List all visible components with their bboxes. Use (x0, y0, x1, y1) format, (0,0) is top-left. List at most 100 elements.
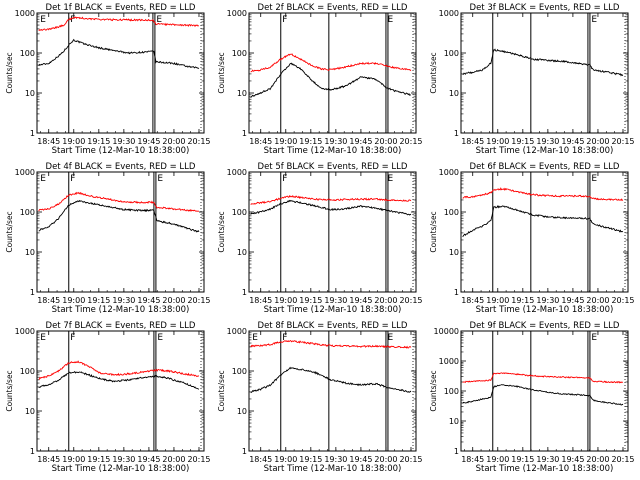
y-tick-label: 1 (242, 447, 247, 456)
segment-marker: E (387, 333, 393, 343)
chart-title: Det 4f BLACK = Events, RED = LLD (46, 162, 196, 172)
y-tick-label: 10 (25, 407, 35, 416)
segment-marker: E (387, 174, 393, 184)
x-tick-label: 20:15 (399, 455, 422, 464)
x-tick-label: 18:45 (249, 137, 272, 146)
segment-marker: E (591, 333, 597, 343)
x-tick-label: 19:30 (324, 296, 347, 305)
y-axis-label: Counts/sec (217, 211, 226, 252)
x-tick-label: 18:45 (461, 296, 484, 305)
y-axis-label: Counts/sec (429, 211, 438, 252)
y-tick-label: 1 (454, 288, 459, 297)
y-tick-label: 10 (449, 248, 459, 257)
y-tick-label: 100 (232, 208, 247, 217)
lld-series-line (250, 194, 412, 205)
y-tick-label: 1000 (439, 9, 459, 18)
events-series-line (462, 48, 624, 77)
plot-frame (36, 330, 205, 452)
x-tick-label: 19:00 (62, 137, 85, 146)
chart-title: Det 9f BLACK = Events, RED = LLD (470, 321, 620, 331)
chart-title: Det 7f BLACK = Events, RED = LLD (46, 321, 196, 331)
x-tick-label: 20:15 (187, 296, 210, 305)
x-tick-label: 19:15 (299, 137, 322, 146)
x-tick-label: 19:45 (349, 296, 372, 305)
x-tick-label: 19:00 (486, 137, 509, 146)
segment-marker: E (591, 15, 597, 25)
x-tick-label: 20:00 (162, 296, 185, 305)
x-tick-label: 19:30 (112, 455, 135, 464)
segment-marker: E (156, 15, 162, 25)
y-tick-label: 1000 (227, 327, 247, 336)
y-tick-label: 1 (242, 129, 247, 138)
y-tick-label: 1000 (227, 168, 247, 177)
x-tick-label: 20:15 (611, 137, 634, 146)
plot-frame (460, 171, 629, 293)
plot-frame (460, 12, 629, 134)
y-tick-label: 10 (237, 407, 247, 416)
y-tick-label: 10 (25, 248, 35, 257)
x-axis-label: Start Time (12-Mar-10 18:38:00) (264, 146, 402, 156)
x-tick-label: 19:15 (511, 455, 534, 464)
y-tick-label: 1 (30, 288, 35, 297)
segment-marker: E (591, 174, 597, 184)
lld-series-line (250, 53, 412, 73)
x-tick-label: 18:45 (37, 455, 60, 464)
segment-marker: F (70, 174, 75, 184)
y-axis-label: Counts/sec (429, 370, 438, 411)
events-series-line (250, 199, 412, 216)
events-series-line (462, 384, 624, 406)
lld-series-line (38, 16, 199, 32)
x-axis-label: Start Time (12-Mar-10 18:38:00) (476, 146, 614, 156)
x-tick-label: 19:15 (87, 137, 110, 146)
segment-marker: E (40, 174, 46, 184)
segment-marker: F (282, 174, 287, 184)
y-tick-label: 100 (20, 208, 35, 217)
x-tick-label: 20:00 (162, 455, 185, 464)
segment-marker: F (282, 15, 287, 25)
y-tick-label: 1000 (439, 168, 459, 177)
y-tick-label: 1 (30, 129, 35, 138)
x-tick-label: 20:00 (374, 296, 397, 305)
y-tick-label: 1 (30, 447, 35, 456)
lld-series-line (462, 372, 624, 384)
segment-marker: E (387, 15, 393, 25)
segment-marker: E (157, 333, 163, 343)
chart-title: Det 5f BLACK = Events, RED = LLD (258, 162, 408, 172)
y-tick-label: 1000 (439, 357, 459, 366)
lld-series-line (38, 360, 200, 380)
x-tick-label: 20:00 (586, 296, 609, 305)
x-tick-label: 19:15 (299, 455, 322, 464)
x-tick-label: 18:45 (37, 137, 60, 146)
y-tick-label: 1000 (15, 327, 35, 336)
plot-frame (36, 12, 205, 134)
events-series-line (462, 205, 624, 238)
x-tick-label: 19:15 (511, 296, 534, 305)
x-tick-label: 20:15 (187, 455, 210, 464)
plot-frame (36, 171, 205, 293)
x-tick-label: 19:30 (536, 137, 559, 146)
x-tick-label: 19:00 (274, 455, 297, 464)
events-series-line (38, 199, 200, 233)
segment-marker: F (282, 333, 287, 343)
x-tick-label: 18:45 (249, 455, 272, 464)
y-tick-label: 100 (444, 49, 459, 58)
plot-frame (248, 330, 417, 452)
x-tick-label: 19:45 (137, 296, 160, 305)
y-tick-label: 10 (449, 417, 459, 426)
segment-marker: E (40, 15, 46, 25)
x-tick-label: 20:00 (162, 137, 185, 146)
y-tick-label: 100 (232, 49, 247, 58)
x-tick-label: 19:00 (62, 455, 85, 464)
x-tick-label: 19:00 (274, 296, 297, 305)
x-tick-label: 19:45 (137, 455, 160, 464)
x-tick-label: 20:15 (399, 137, 422, 146)
y-tick-label: 1000 (15, 168, 35, 177)
chart-title: Det 2f BLACK = Events, RED = LLD (258, 3, 408, 13)
x-tick-label: 20:15 (187, 137, 210, 146)
